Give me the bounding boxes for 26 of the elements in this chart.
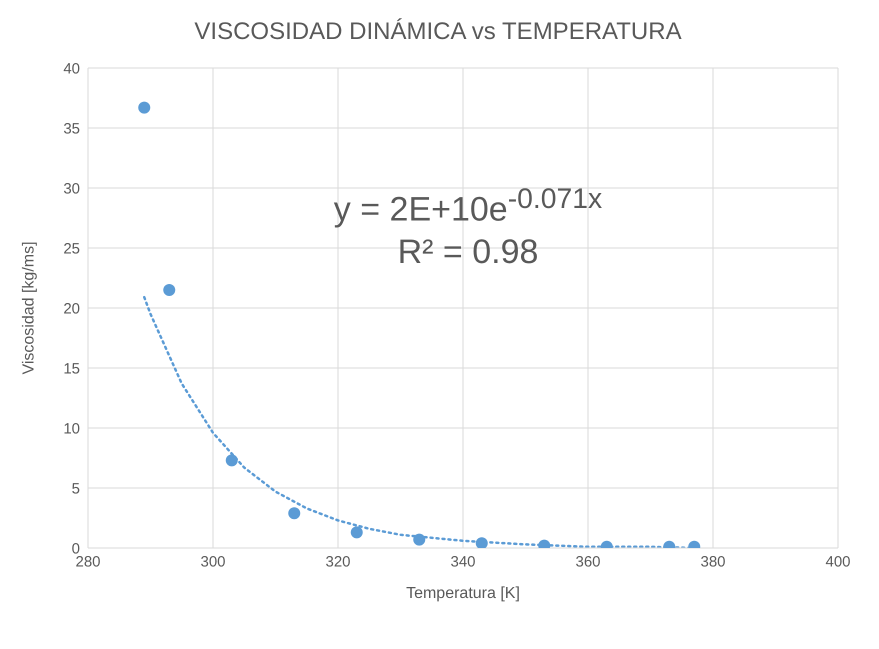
y-tick-label: 15	[63, 360, 80, 378]
annotation: R² = 0.98	[396, 233, 540, 272]
point	[413, 534, 426, 546]
point	[226, 454, 238, 466]
x-axis-title: Temperatura [K]	[406, 585, 520, 602]
x-tick-label: 360	[575, 554, 601, 571]
y-axis-title: Viscosidad [kg/ms]	[20, 241, 38, 375]
x-tick-label: 320	[325, 554, 351, 571]
y-tick-label: 35	[63, 120, 80, 138]
y-tick-label: 10	[63, 420, 80, 438]
point	[138, 102, 150, 114]
y-tick-label: 40	[63, 60, 80, 78]
y-tick-label: 5	[72, 480, 80, 498]
x-tick-label: 340	[450, 554, 476, 571]
annotation: y = 2E+10e$^{-0.071x}$	[332, 183, 604, 230]
x-tick-label: 380	[700, 554, 726, 571]
point	[350, 526, 363, 538]
y-tick-label: 30	[63, 180, 80, 198]
y-tick-label: 25	[63, 240, 80, 258]
x-tick-label: 300	[200, 554, 226, 571]
point	[288, 507, 300, 520]
point	[163, 284, 176, 296]
x-tick-label: 400	[825, 554, 851, 571]
y-tick-label: 20	[63, 300, 80, 318]
chart-title: VISCOSIDAD DINÁMICA vs TEMPERATURA	[193, 18, 683, 46]
point	[476, 537, 488, 548]
